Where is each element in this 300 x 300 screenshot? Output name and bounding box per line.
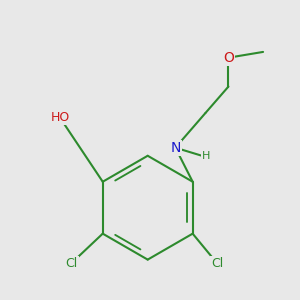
Text: H: H — [202, 151, 210, 161]
Text: N: N — [170, 141, 181, 155]
Text: O: O — [223, 51, 234, 65]
Text: Cl: Cl — [65, 256, 78, 270]
Text: Cl: Cl — [211, 256, 223, 270]
Text: HO: HO — [50, 111, 70, 124]
